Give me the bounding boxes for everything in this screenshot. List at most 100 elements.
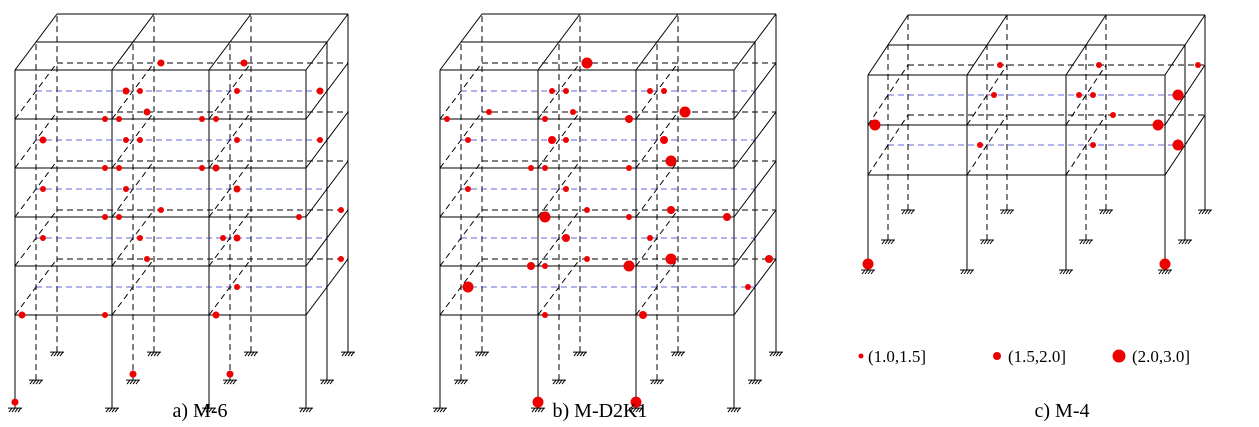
member (54, 352, 57, 356)
member (1199, 210, 1202, 214)
member (9, 408, 12, 412)
member (130, 380, 133, 384)
member (1060, 270, 1063, 274)
member (1208, 210, 1211, 214)
hinge (570, 109, 576, 115)
hinge (639, 311, 647, 319)
member (1162, 270, 1165, 274)
hinge (584, 207, 590, 213)
member (970, 270, 973, 274)
member (532, 408, 535, 412)
hinge (102, 116, 108, 122)
member (583, 352, 586, 356)
member (324, 380, 327, 384)
legend-label: (2.0,3.0] (1132, 347, 1190, 366)
member (660, 380, 663, 384)
member (327, 380, 330, 384)
member (577, 352, 580, 356)
hinge (626, 214, 632, 220)
hinge (338, 256, 344, 262)
member (1185, 240, 1188, 244)
member (862, 270, 865, 274)
hinge (123, 186, 129, 192)
member (1168, 270, 1171, 274)
legend-dot (993, 352, 1001, 360)
hinge (563, 186, 569, 192)
hinge (542, 116, 548, 122)
member (245, 352, 248, 356)
hinge (317, 137, 323, 143)
hinge (563, 137, 569, 143)
member (964, 270, 967, 274)
hidden-member (209, 63, 251, 119)
member (461, 380, 464, 384)
member (351, 352, 354, 356)
member (154, 352, 157, 356)
hinge (102, 214, 108, 220)
member (151, 352, 154, 356)
hinge (241, 60, 248, 67)
member (482, 352, 485, 356)
member (758, 380, 761, 384)
hinge (625, 115, 633, 123)
member (1106, 210, 1109, 214)
hinge (465, 186, 471, 192)
hinge (444, 116, 450, 122)
member (464, 380, 467, 384)
hinge (991, 92, 997, 98)
member (1080, 240, 1083, 244)
member (18, 408, 21, 412)
member (1109, 210, 1112, 214)
hinge (234, 88, 240, 94)
hinge (542, 165, 548, 171)
caption: a) M-6 (173, 400, 228, 422)
hinge (528, 165, 534, 171)
member (770, 352, 773, 356)
hinge (12, 399, 19, 406)
member (559, 380, 562, 384)
hinge (647, 235, 653, 241)
member (1205, 210, 1208, 214)
member (136, 380, 139, 384)
hinge (199, 116, 205, 122)
hinge (661, 88, 667, 94)
member (57, 352, 60, 356)
hinge (338, 207, 344, 213)
hinge (660, 136, 668, 144)
member (1066, 270, 1069, 274)
member (905, 210, 908, 214)
hinge (144, 256, 150, 262)
hinge (40, 235, 46, 241)
hinge (137, 88, 143, 94)
member (115, 408, 118, 412)
member (1100, 210, 1103, 214)
hinge (296, 214, 302, 220)
hinge (19, 312, 26, 319)
hinge (123, 88, 130, 95)
hinge (563, 88, 569, 94)
hinge (227, 371, 234, 378)
member (734, 408, 737, 412)
member (133, 380, 136, 384)
member (15, 408, 18, 412)
hinge (765, 255, 773, 263)
hinge (680, 107, 691, 118)
hinge (1195, 62, 1201, 68)
member (773, 352, 776, 356)
hinge (562, 234, 570, 242)
hinge (1173, 90, 1184, 101)
member (1089, 240, 1092, 244)
member (127, 380, 130, 384)
hinge (130, 371, 137, 378)
member (1182, 240, 1185, 244)
member (1188, 240, 1191, 244)
member (541, 408, 544, 412)
legend-dot (1113, 350, 1126, 363)
member (330, 380, 333, 384)
member (479, 352, 482, 356)
member (749, 380, 752, 384)
member (458, 380, 461, 384)
member (961, 270, 964, 274)
member (865, 270, 868, 274)
hinge (666, 254, 677, 265)
